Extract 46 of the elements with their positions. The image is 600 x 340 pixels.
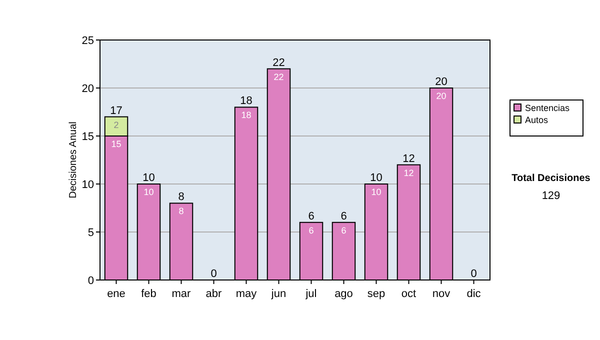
total-label: 8 xyxy=(178,191,184,204)
y-tick-label: 15 xyxy=(82,131,94,143)
total-label: 10 xyxy=(142,172,155,184)
data-label: 18 xyxy=(241,110,252,120)
total-label: 6 xyxy=(308,210,314,222)
total-label: 20 xyxy=(435,76,448,88)
total-label: 6 xyxy=(340,210,347,222)
text: 129 xyxy=(542,190,560,202)
total-label: 0 xyxy=(470,268,477,280)
data-label: 10 xyxy=(144,187,154,197)
x-tick-label: nov xyxy=(432,288,451,300)
total-label: 22 xyxy=(272,56,285,69)
y-tick-label: 5 xyxy=(88,227,94,239)
y-tick-label: 25 xyxy=(82,35,94,47)
x-tick-label: sep xyxy=(367,288,386,300)
total-label: 18 xyxy=(240,95,252,108)
data-label: 12 xyxy=(404,168,414,178)
x-tick-label: jun xyxy=(270,288,286,300)
y-tick-label: 10 xyxy=(82,179,94,191)
text: Total Decisiones xyxy=(512,173,591,184)
total-label: 10 xyxy=(370,172,382,184)
y-tick-label: 0 xyxy=(88,275,94,287)
data-label: 22 xyxy=(274,72,284,82)
total-label: 17 xyxy=(110,104,122,117)
data-label: 2 xyxy=(114,120,119,130)
x-tick-label: ago xyxy=(334,288,353,300)
y-axis-title: Decisiones Anual xyxy=(68,122,79,198)
data-label: 20 xyxy=(436,91,446,101)
data-label: 10 xyxy=(371,187,382,197)
total-label: 0 xyxy=(210,268,217,280)
x-tick-label: jul xyxy=(304,288,317,300)
x-tick-label: oct xyxy=(401,288,416,300)
x-tick-label: may xyxy=(236,288,258,300)
data-label: 6 xyxy=(308,225,314,236)
legend-label: Sentencias xyxy=(525,103,570,113)
x-tick-label: mar xyxy=(172,288,192,300)
data-label: 6 xyxy=(341,225,346,236)
data-label: 15 xyxy=(111,139,122,149)
total-label: 12 xyxy=(402,152,415,165)
y-tick-label: 20 xyxy=(82,83,94,95)
legend-label: Autos xyxy=(525,115,549,125)
x-tick-label: ene xyxy=(107,288,126,300)
x-tick-label: abr xyxy=(206,288,222,300)
x-tick-label: feb xyxy=(141,288,156,300)
x-tick-label: dic xyxy=(466,288,482,300)
data-label: 8 xyxy=(178,206,184,216)
